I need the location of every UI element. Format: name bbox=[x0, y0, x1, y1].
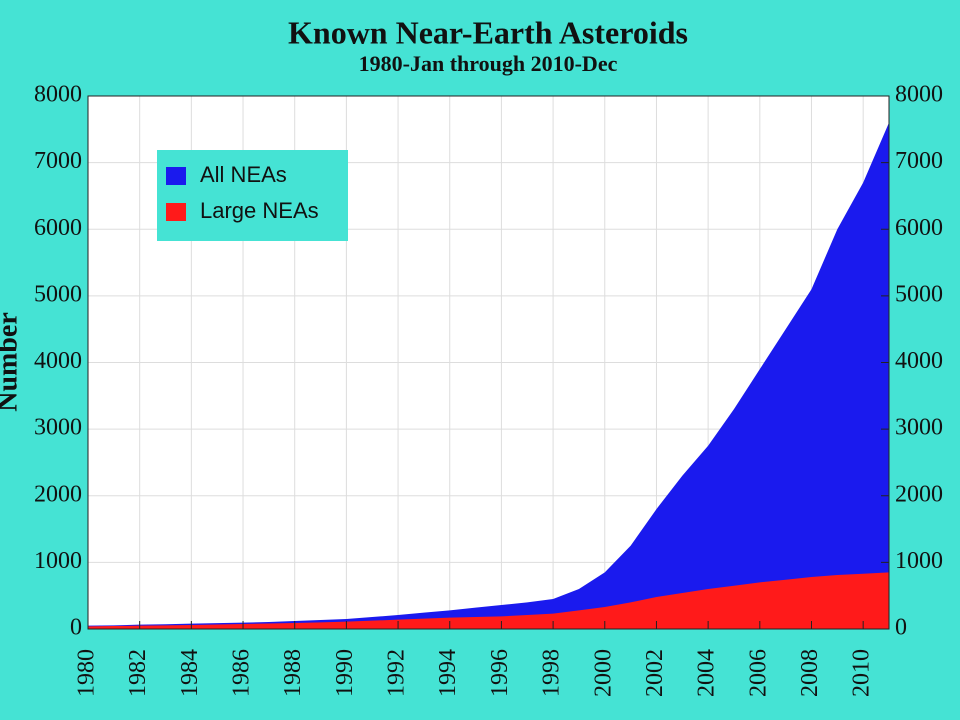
x-tick-label: 1986 bbox=[229, 649, 255, 697]
y-tick-label: 1000 bbox=[34, 548, 82, 574]
y2-tick-label: 6000 bbox=[895, 215, 943, 241]
y2-tick-label: 3000 bbox=[895, 415, 943, 441]
area bbox=[88, 572, 889, 629]
x-tick-label: 2004 bbox=[694, 649, 720, 697]
y-tick-label: 4000 bbox=[34, 348, 82, 374]
chart-subtitle: 1980-Jan through 2010-Dec bbox=[359, 51, 618, 76]
x-tick-label: 1984 bbox=[177, 649, 203, 697]
legend-swatch bbox=[166, 203, 186, 221]
y2-tick-label: 5000 bbox=[895, 281, 943, 307]
area bbox=[88, 122, 889, 630]
y2-tick-label: 7000 bbox=[895, 148, 943, 174]
legend-swatch bbox=[166, 167, 186, 185]
x-tick-label: 1980 bbox=[74, 649, 100, 697]
y-tick-label: 6000 bbox=[34, 215, 82, 241]
x-tick-label: 2008 bbox=[797, 649, 823, 697]
y-tick-label: 0 bbox=[70, 615, 82, 641]
x-tick-label: 2002 bbox=[642, 649, 668, 697]
x-tick-label: 2006 bbox=[745, 649, 771, 697]
x-tick-label: 1996 bbox=[487, 649, 513, 697]
y2-tick-label: 0 bbox=[895, 615, 907, 641]
x-tick-label: 1994 bbox=[435, 649, 461, 697]
y-tick-label: 5000 bbox=[34, 281, 82, 307]
x-tick-label: 2000 bbox=[590, 649, 616, 697]
y2-tick-label: 8000 bbox=[895, 82, 943, 108]
y-tick-label: 3000 bbox=[34, 415, 82, 441]
y2-tick-label: 2000 bbox=[895, 481, 943, 507]
x-tick-label: 1982 bbox=[125, 649, 151, 697]
chart-title: Known Near-Earth Asteroids bbox=[288, 14, 688, 50]
x-tick-label: 1992 bbox=[384, 649, 410, 697]
x-tick-label: 1998 bbox=[539, 649, 565, 697]
legend-label: Large NEAs bbox=[200, 198, 319, 223]
y-axis-label: Number bbox=[0, 312, 23, 412]
y-tick-label: 7000 bbox=[34, 148, 82, 174]
y2-tick-label: 1000 bbox=[895, 548, 943, 574]
y-tick-label: 2000 bbox=[34, 481, 82, 507]
y2-tick-label: 4000 bbox=[895, 348, 943, 374]
x-tick-label: 1988 bbox=[280, 649, 306, 697]
legend-label: All NEAs bbox=[200, 162, 287, 187]
x-tick-label: 2010 bbox=[849, 649, 875, 697]
legend-box bbox=[157, 150, 348, 241]
y-tick-label: 8000 bbox=[34, 82, 82, 108]
x-tick-label: 1990 bbox=[332, 649, 358, 697]
